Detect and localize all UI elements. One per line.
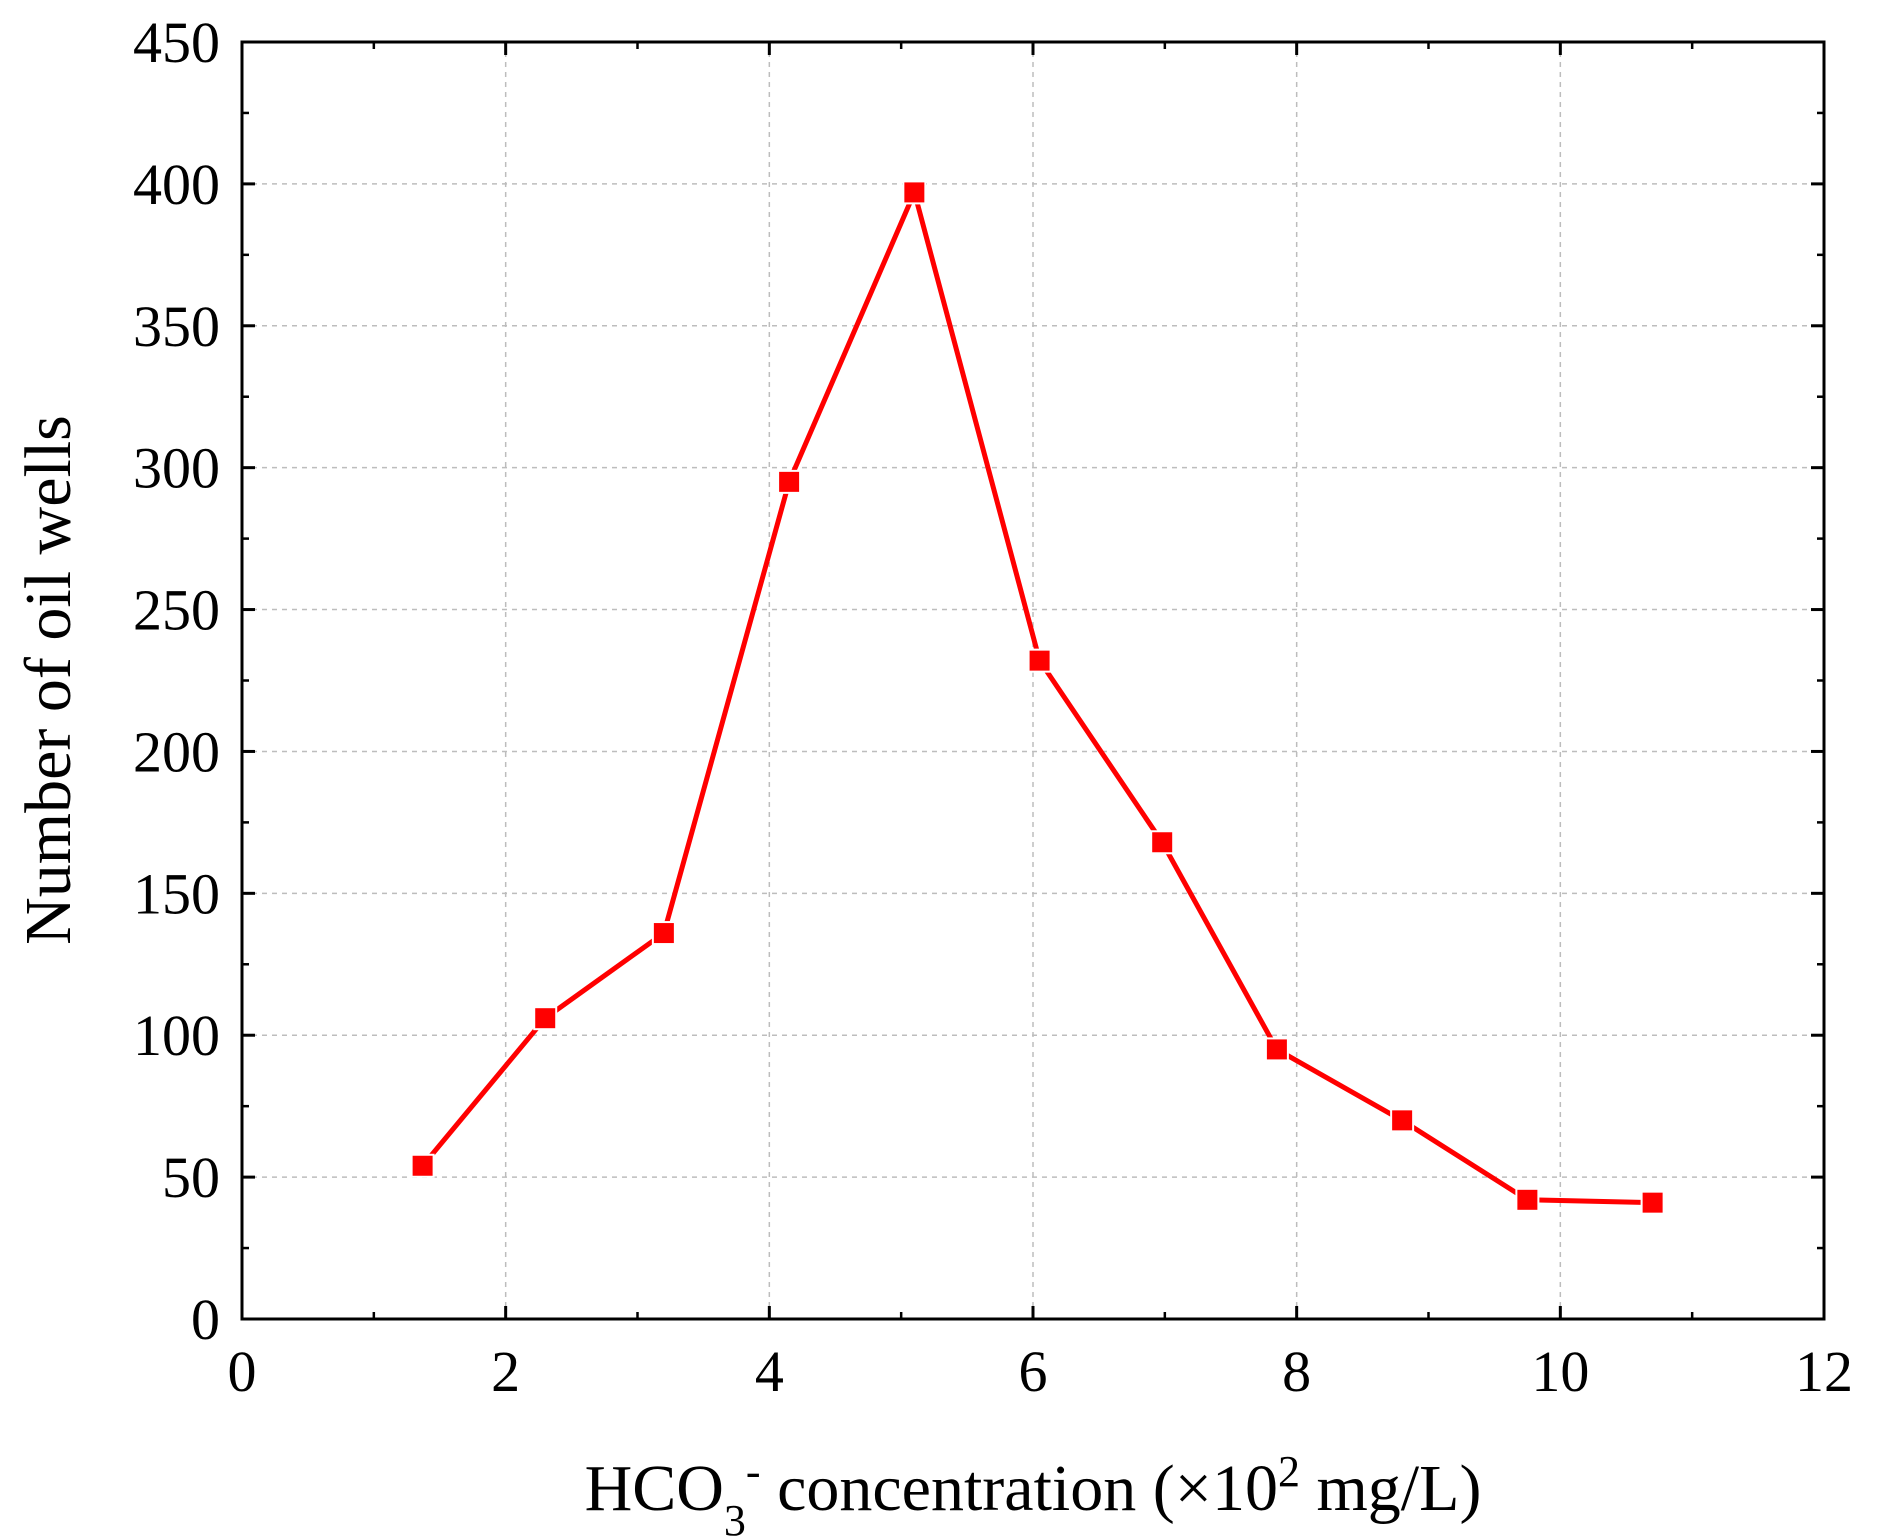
labels-layer: 0 50 100 150 200 250 300 350 400 450 0 2 4 6 8 10 12 [133, 10, 1853, 1404]
x-title-sup: - [746, 1447, 761, 1496]
y-tick-label: 350 [133, 294, 220, 359]
series-layer [410, 180, 1665, 1215]
data-point-marker [1150, 830, 1175, 855]
x-axis-title: HCO3- concentration (×102 mg/L) [585, 1447, 1482, 1538]
data-point-marker [533, 1006, 558, 1031]
data-point-marker [777, 469, 802, 494]
y-tick-label: 50 [162, 1145, 220, 1210]
y-tick-label: 100 [133, 1003, 220, 1068]
data-point-marker [1515, 1187, 1540, 1212]
x-title-sub: 3 [724, 1496, 746, 1538]
y-tick-label: 450 [133, 10, 220, 75]
data-point-marker [902, 180, 927, 205]
x-tick-label: 0 [228, 1339, 257, 1404]
data-point-marker [651, 921, 676, 946]
y-tick-label: 200 [133, 719, 220, 784]
y-tick-label: 0 [191, 1287, 220, 1352]
y-tick-label: 300 [133, 436, 220, 501]
grid-layer [242, 42, 1824, 1319]
data-point-marker [1640, 1190, 1665, 1215]
y-tick-label: 250 [133, 578, 220, 643]
series-line [420, 189, 1653, 1206]
x-tick-label: 6 [1019, 1339, 1048, 1404]
y-axis-title: Number of oil wells [12, 415, 85, 945]
x-title-post: mg/L) [1300, 1452, 1481, 1525]
x-title-pre: HCO [585, 1452, 724, 1525]
x-tick-label: 10 [1531, 1339, 1589, 1404]
data-point-marker [1390, 1108, 1415, 1133]
plot-frame [240, 40, 1826, 1321]
y-tick-label: 400 [133, 152, 220, 217]
x-tick-label: 8 [1282, 1339, 1311, 1404]
x-title-mid: concentration (×10 [761, 1452, 1278, 1525]
data-point-marker [1027, 648, 1052, 673]
x-tick-label: 12 [1795, 1339, 1853, 1404]
data-point-marker [410, 1153, 435, 1178]
data-point-marker [1264, 1037, 1289, 1062]
y-tick-label: 150 [133, 861, 220, 926]
x-title-exp: 2 [1278, 1447, 1300, 1496]
x-tick-label: 2 [491, 1339, 520, 1404]
x-tick-label: 4 [755, 1339, 784, 1404]
